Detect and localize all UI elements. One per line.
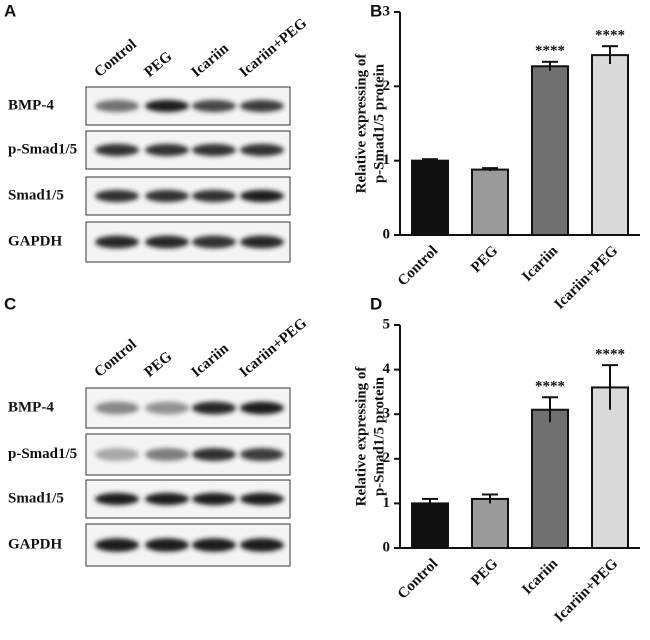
blot-band xyxy=(192,143,236,157)
error-bar xyxy=(422,158,438,163)
error-bar xyxy=(602,45,618,65)
blot-band xyxy=(95,447,139,462)
error-bar xyxy=(482,167,498,172)
significance-label: **** xyxy=(595,28,625,44)
x-tick-label: Icariin+PEG xyxy=(551,556,621,626)
error-bar xyxy=(482,493,498,504)
blot-band xyxy=(192,235,236,249)
y-tick-label: 2 xyxy=(383,78,391,94)
panel-letter: B xyxy=(370,1,382,20)
blot-band xyxy=(145,189,189,203)
blot-band xyxy=(240,143,284,157)
y-tick-label: 1 xyxy=(383,495,391,511)
panel-letter: D xyxy=(370,294,382,313)
row-label: BMP-4 xyxy=(8,97,54,113)
y-tick-label: 2 xyxy=(383,450,391,466)
blot-band xyxy=(95,492,139,506)
y-tick-label: 4 xyxy=(383,361,391,377)
bar xyxy=(411,159,449,237)
blot-band xyxy=(192,492,236,506)
y-axis-label: Relative expressing of xyxy=(353,366,369,507)
blot-band xyxy=(145,447,189,462)
row-label: BMP-4 xyxy=(8,399,54,415)
blot-band xyxy=(240,189,284,203)
error-bar xyxy=(422,497,438,508)
blot-band xyxy=(240,538,284,552)
row-label: GAPDH xyxy=(8,233,62,249)
row-label: p-Smad1/5 xyxy=(8,141,77,157)
blot-band xyxy=(240,235,284,249)
blot-band xyxy=(95,538,139,552)
blot-band xyxy=(95,143,139,157)
lane-label: Icariin+PEG xyxy=(236,15,310,81)
row-label: Smad1/5 xyxy=(8,187,64,203)
bar xyxy=(531,65,569,236)
error-bar xyxy=(542,60,558,71)
lane-label: PEG xyxy=(141,348,175,380)
bar xyxy=(591,386,629,549)
blot-band xyxy=(95,99,139,113)
x-tick-label: PEG xyxy=(468,243,501,276)
significance-label: **** xyxy=(535,379,565,395)
significance-label: **** xyxy=(535,43,565,59)
blot-band xyxy=(192,189,236,203)
bar xyxy=(531,408,569,549)
blot-band xyxy=(145,99,189,113)
error-bar xyxy=(602,364,618,410)
blot-band xyxy=(145,401,189,415)
significance-label: **** xyxy=(595,347,625,363)
y-tick-label: 5 xyxy=(383,316,391,332)
bar xyxy=(471,497,509,550)
blot-band xyxy=(240,492,284,506)
lane-label: PEG xyxy=(141,48,175,80)
row-label: p-Smad1/5 xyxy=(8,446,77,462)
row-label: Smad1/5 xyxy=(8,490,64,506)
lane-label: Control xyxy=(91,36,139,80)
y-tick-label: 1 xyxy=(383,152,391,168)
blot-band xyxy=(145,492,189,506)
bar xyxy=(411,502,449,549)
blot-band xyxy=(145,235,189,249)
lane-label: Icariin xyxy=(188,340,232,381)
y-tick-label: 0 xyxy=(383,539,391,555)
blot-band xyxy=(95,189,139,203)
y-axis-label: Relative expressing of xyxy=(353,53,369,194)
y-tick-label: 0 xyxy=(383,226,391,242)
lane-label: Icariin+PEG xyxy=(236,315,310,381)
blot-band xyxy=(95,235,139,249)
blot-band xyxy=(192,538,236,552)
x-tick-label: PEG xyxy=(468,556,501,589)
x-tick-label: Control xyxy=(395,556,441,602)
y-tick-label: 3 xyxy=(383,406,391,422)
y-axis-label: p-Smad1/5 protein xyxy=(371,376,387,496)
lane-label: Control xyxy=(91,336,139,380)
blot-band xyxy=(145,538,189,552)
blot-band xyxy=(240,401,284,415)
y-tick-label: 3 xyxy=(383,3,391,19)
blot-band xyxy=(240,99,284,113)
panel-letter: C xyxy=(4,294,16,313)
blot-band xyxy=(192,401,236,415)
blot-band xyxy=(145,143,189,157)
x-tick-label: Icariin xyxy=(519,555,561,597)
x-tick-label: Icariin xyxy=(519,242,561,284)
blot-band xyxy=(240,447,284,462)
row-label: GAPDH xyxy=(8,536,62,552)
x-tick-label: Icariin+PEG xyxy=(551,243,621,313)
lane-label: Icariin xyxy=(188,40,232,81)
blot-band xyxy=(192,447,236,462)
panel-letter: A xyxy=(4,1,16,20)
error-bar xyxy=(542,396,558,423)
bar xyxy=(471,168,509,236)
blot-band xyxy=(192,99,236,113)
bar xyxy=(591,54,629,237)
blot-band xyxy=(95,401,139,415)
x-tick-label: Control xyxy=(395,243,441,289)
y-axis-label: p-Smad1/5 protein xyxy=(371,63,387,183)
